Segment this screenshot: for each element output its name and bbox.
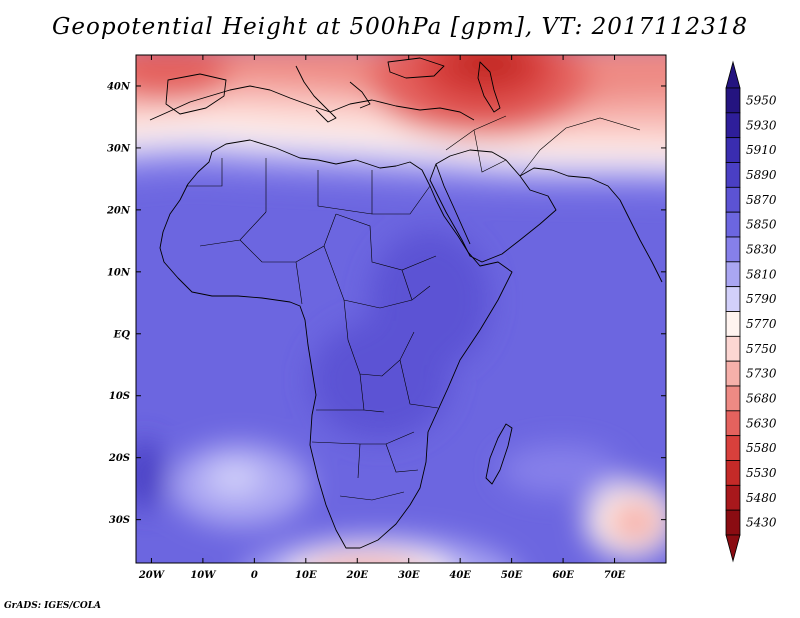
colorbar-swatch [725,286,741,312]
east-dark [370,230,490,370]
colorbar-swatch [725,360,741,387]
colorbar-label: 5950 [746,93,777,107]
lat-label: EQ [113,329,131,340]
colorbar-swatch [725,335,741,362]
colorbar-swatch [725,410,741,437]
colorbar-label: 5630 [746,416,777,430]
colorbar-swatch [725,137,741,163]
trough-west [136,55,230,102]
lat-label: 10S [109,391,130,402]
colorbar-label: 5730 [746,367,777,381]
border-middle-east [445,115,641,177]
colorbar: 5950 5930 5910 5890 5870 5850 5830 5810 5790 5770… [725,60,777,563]
lon-label: 40E [449,570,471,581]
sw-dark-patch [136,440,165,510]
lat-label: 40N [107,81,131,92]
colorbar-label: 5930 [746,118,777,132]
italy-coastline [295,65,337,123]
lon-label: 0 [251,570,258,581]
arabia-coastline [429,149,557,263]
lon-label: 60E [552,570,574,581]
colorbar-swatch [725,460,741,486]
map-title: Geopotential Height at 500hPa [gpm], VT:… [52,14,748,40]
colorbar-swatch [725,509,741,536]
lon-label: 70E [604,570,626,581]
colorbar-label: 5890 [746,168,777,182]
colorbar-label: 5850 [746,218,777,232]
colorbar-label: 5870 [746,193,777,207]
colorbar-swatch [725,484,741,511]
south-light-c [500,445,620,495]
trough-5530 [448,55,528,84]
colorbar-label: 5910 [746,143,777,157]
lon-label: 30E [398,570,420,581]
colorbar-label: 5480 [746,491,777,505]
colorbar-label: 5770 [746,317,777,331]
colorbar-label: 5790 [746,292,777,306]
asia-coastline [519,167,663,283]
colorbar-top-arrow [725,60,741,89]
south-light-b [207,462,263,494]
madagascar-coastline [485,423,513,485]
map-frame [135,54,667,564]
south-trough-5730 [325,558,405,563]
colorbar-swatch [725,435,741,461]
europe-coastline [149,85,475,121]
africa-coastline [159,139,513,549]
colorbar-swatch [725,112,741,139]
se-cell-core [607,500,663,544]
red-sea-west [435,163,471,245]
colorbar-swatch [725,236,741,263]
grads-credit: GrADS: IGES/COLA [4,601,102,611]
colorbar-swatch [725,261,741,288]
colorbar-label: 5810 [746,267,777,281]
lat-label: 20S [108,453,130,464]
colorbar-label: 5580 [746,441,777,455]
axis-ticks [136,55,666,563]
colorbar-label: 5680 [746,391,777,405]
black-sea [387,57,445,79]
colorbar-swatch [725,311,741,337]
colorbar-swatch [725,87,741,114]
colorbar-label: 5430 [746,516,777,530]
border-southern [311,409,419,501]
lon-label: 50E [501,570,523,581]
colorbar-swatch [725,385,741,412]
lon-label: 10E [295,570,317,581]
colorbar-label: 5530 [746,466,777,480]
colorbar-swatch [725,211,741,238]
coastlines [149,57,663,549]
border-sahel [199,211,437,271]
lon-label: 20E [345,570,368,581]
colorbar-swatch [725,162,741,188]
longitude-labels: 20W 10W 0 10E 20E 30E 40E 50E 60E 70E [138,570,626,581]
caspian-sea [477,61,501,113]
iberia-coastline [165,73,227,115]
lon-label: 10W [190,570,217,581]
colorbar-label: 5750 [746,342,777,356]
latitude-labels: 40N 30N 20N 10N EQ 10S 20S 30S [106,81,131,526]
colorbar-swatch [725,186,741,213]
border-central [295,245,439,413]
lat-label: 20N [106,205,131,216]
greece-coastline [349,81,371,109]
colorbar-label: 5830 [746,242,777,256]
lat-label: 30S [109,515,130,526]
border-north-africa [186,158,431,215]
lat-label: 30N [107,143,131,154]
lon-label: 20W [138,570,166,581]
colorbar-bottom-arrow [725,534,741,563]
political-borders [186,115,641,501]
lat-label: 10N [107,267,131,278]
